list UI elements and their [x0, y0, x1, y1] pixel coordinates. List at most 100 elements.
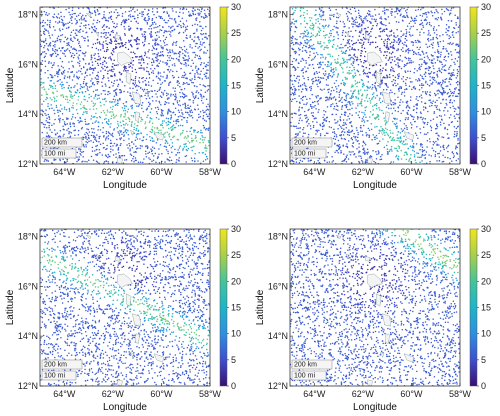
island-shape — [117, 379, 123, 386]
island-shape — [117, 157, 123, 164]
colorbar-gradient — [219, 228, 228, 387]
map-frame — [289, 6, 461, 165]
island-shape — [129, 129, 134, 137]
colorbar-tick-label: 10 — [231, 107, 241, 117]
island-shape — [85, 234, 92, 240]
scale-km-label: 200 km — [44, 140, 67, 147]
x-tick-label: 60°W — [150, 167, 173, 177]
panel-3: 200 km 100 mi 64°W 62°W 60°W 58°W 18°N 16°N 14°N… — [5, 224, 241, 413]
scale-mi-label: 100 mi — [294, 151, 315, 158]
x-axis-label: Longitude — [103, 402, 147, 413]
island-shape — [117, 273, 133, 288]
scale-km-box — [41, 359, 83, 370]
y-axis-label: Latitude — [255, 289, 266, 325]
panel-2: 200 km 100 mi 64°W 62°W 60°W 58°W 18°N 16°N 14°N… — [255, 2, 491, 191]
scale-km-label: 200 km — [44, 362, 67, 369]
x-tick-label: 58°W — [449, 389, 472, 399]
scale-mi-label: 100 mi — [44, 373, 65, 380]
scale-mi-box — [41, 148, 77, 159]
colorbar: 30 25 20 15 10 5 0 — [469, 2, 491, 169]
island-shape — [125, 71, 132, 85]
colorbar-tick-label: 20 — [231, 276, 241, 286]
scale-km-label: 200 km — [294, 362, 317, 369]
islands — [85, 12, 165, 164]
x-tick-label: 64°W — [53, 389, 76, 399]
colorbar-tick-label: 5 — [481, 355, 486, 365]
panel-1: 200 km 100 mi 64°W 62°W 60°W 58°W 18°N 16°N 14°N… — [5, 2, 241, 191]
colorbar-tick-label: 0 — [481, 159, 486, 169]
scale-bar: 200 km 100 mi — [41, 137, 83, 159]
colorbar: 30 25 20 15 10 5 0 — [219, 224, 241, 391]
y-tick-label: 18°N — [268, 9, 288, 19]
colorbar-gradient — [219, 6, 228, 165]
data-points — [40, 7, 210, 164]
colorbar: 30 25 20 15 10 5 0 — [469, 224, 491, 391]
island-shape — [367, 273, 383, 288]
y-axis-label: Latitude — [5, 289, 16, 325]
scale-km-label: 200 km — [294, 140, 317, 147]
y-tick-label: 12°N — [18, 159, 38, 169]
island-shape — [153, 353, 165, 363]
island-shape — [367, 379, 373, 386]
panel-4: 200 km 100 mi 64°W 62°W 60°W 58°W 18°N 16°N 14°N… — [255, 224, 491, 413]
y-tick-label: 14°N — [18, 109, 38, 119]
colorbar-tick-label: 30 — [481, 224, 491, 234]
island-shape — [375, 293, 382, 307]
islands — [85, 234, 165, 386]
island-shape — [135, 333, 140, 344]
x-tick-label: 64°W — [303, 167, 326, 177]
x-tick-label: 58°W — [449, 167, 472, 177]
x-axis-label: Longitude — [103, 180, 147, 191]
colorbar-tick-label: 25 — [481, 28, 491, 38]
map-frame — [289, 228, 461, 387]
island-shape — [375, 71, 382, 85]
colorbar-tick-label: 20 — [481, 276, 491, 286]
x-tick-label: 62°W — [102, 167, 125, 177]
island-shape — [403, 353, 415, 363]
colorbar-tick-label: 0 — [231, 381, 236, 391]
scale-mi-box — [291, 148, 327, 159]
scale-mi-label: 100 mi — [44, 151, 65, 158]
y-axis-label: Latitude — [5, 67, 16, 103]
x-tick-label: 62°W — [102, 389, 125, 399]
scale-mi-box — [291, 370, 327, 381]
x-tick-label: 62°W — [352, 167, 375, 177]
map-frame — [39, 6, 211, 165]
colorbar: 30 25 20 15 10 5 0 — [219, 2, 241, 169]
x-tick-label: 60°W — [400, 389, 423, 399]
island-shape — [379, 351, 384, 359]
island-shape — [95, 253, 99, 260]
island-shape — [385, 333, 390, 344]
island-shape — [367, 157, 373, 164]
colorbar-tick-label: 15 — [481, 303, 491, 313]
x-tick-label: 64°W — [53, 167, 76, 177]
scale-bar: 200 km 100 mi — [291, 137, 333, 159]
y-tick-label: 16°N — [18, 281, 38, 291]
colorbar-tick-label: 5 — [231, 355, 236, 365]
x-tick-label: 58°W — [199, 167, 222, 177]
y-tick-label: 12°N — [18, 381, 38, 391]
colorbar-tick-label: 20 — [231, 54, 241, 64]
scale-bar: 200 km 100 mi — [291, 359, 333, 381]
island-shape — [367, 51, 383, 66]
island-shape — [95, 31, 99, 38]
island-shape — [153, 131, 165, 141]
islands — [335, 12, 415, 164]
y-tick-label: 18°N — [18, 9, 38, 19]
island-shape — [345, 31, 349, 38]
colorbar-tick-label: 15 — [231, 303, 241, 313]
x-tick-label: 60°W — [400, 167, 423, 177]
x-axis-label: Longitude — [353, 402, 397, 413]
colorbar-tick-label: 25 — [481, 250, 491, 260]
x-tick-label: 64°W — [303, 389, 326, 399]
scale-km-box — [291, 137, 333, 148]
colorbar-gradient — [469, 6, 478, 165]
colorbar-tick-label: 30 — [231, 2, 241, 12]
colorbar-tick-label: 25 — [231, 28, 241, 38]
x-tick-label: 60°W — [150, 389, 173, 399]
island-shape — [131, 91, 142, 105]
colorbar-tick-label: 5 — [481, 133, 486, 143]
scale-bar: 200 km 100 mi — [41, 359, 83, 381]
island-shape — [381, 313, 392, 327]
